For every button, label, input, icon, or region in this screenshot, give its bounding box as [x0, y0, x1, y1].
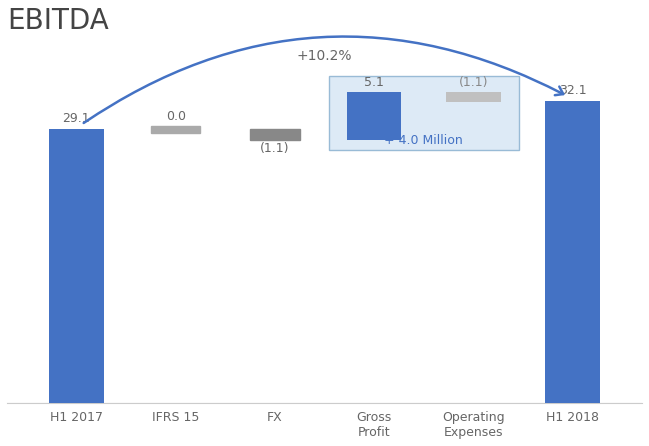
FancyBboxPatch shape: [329, 76, 519, 150]
Text: (1.1): (1.1): [260, 142, 289, 155]
Text: + 4.0 Million: + 4.0 Million: [384, 134, 463, 147]
Text: +10.2%: +10.2%: [297, 50, 352, 63]
Bar: [347, 92, 402, 140]
Text: 32.1: 32.1: [559, 84, 587, 97]
Bar: [250, 129, 300, 140]
Bar: [151, 126, 201, 132]
Text: (1.1): (1.1): [459, 76, 488, 89]
Text: 0.0: 0.0: [165, 110, 186, 123]
Text: 5.1: 5.1: [364, 76, 384, 89]
Text: EBITDA: EBITDA: [7, 7, 108, 35]
Bar: [446, 92, 500, 102]
Bar: [49, 129, 104, 403]
Bar: [545, 101, 600, 403]
Text: 29.1: 29.1: [62, 112, 90, 125]
